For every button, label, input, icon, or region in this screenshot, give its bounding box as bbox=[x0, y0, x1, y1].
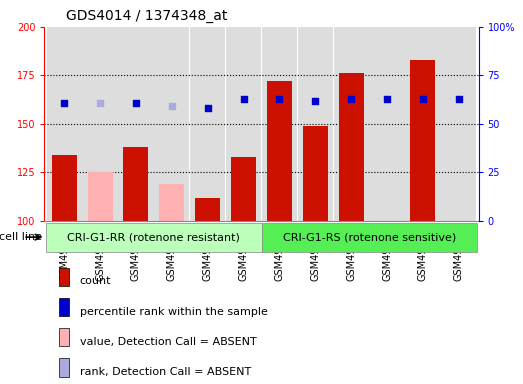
Bar bbox=[59, 358, 70, 377]
Bar bbox=[226, 27, 261, 221]
Bar bbox=[334, 27, 369, 221]
Bar bbox=[123, 147, 149, 221]
Point bbox=[347, 96, 355, 102]
Bar bbox=[303, 126, 328, 221]
Point bbox=[60, 99, 69, 106]
Bar bbox=[262, 27, 297, 221]
Bar bbox=[267, 81, 292, 221]
Bar bbox=[298, 27, 333, 221]
Bar bbox=[52, 155, 77, 221]
Bar bbox=[160, 184, 185, 221]
Bar bbox=[441, 27, 476, 221]
Point bbox=[240, 96, 248, 102]
Bar bbox=[87, 172, 112, 221]
Text: percentile rank within the sample: percentile rank within the sample bbox=[79, 307, 268, 317]
Bar bbox=[411, 60, 436, 221]
Bar bbox=[46, 223, 262, 252]
Bar bbox=[59, 298, 70, 316]
Bar bbox=[231, 157, 256, 221]
Bar bbox=[154, 27, 189, 221]
Bar bbox=[369, 27, 405, 221]
Bar bbox=[338, 73, 363, 221]
Bar bbox=[190, 27, 225, 221]
Text: cell line: cell line bbox=[0, 232, 42, 242]
Bar bbox=[118, 27, 154, 221]
Bar bbox=[405, 27, 440, 221]
Point bbox=[168, 103, 176, 109]
Bar bbox=[47, 27, 82, 221]
Text: count: count bbox=[79, 276, 111, 286]
Text: value, Detection Call = ABSENT: value, Detection Call = ABSENT bbox=[79, 337, 256, 347]
Text: rank, Detection Call = ABSENT: rank, Detection Call = ABSENT bbox=[79, 367, 251, 377]
Point bbox=[275, 96, 283, 102]
Bar bbox=[59, 328, 70, 346]
Bar bbox=[262, 223, 477, 252]
Point bbox=[419, 96, 427, 102]
Point bbox=[96, 99, 104, 106]
Text: CRI-G1-RR (rotenone resistant): CRI-G1-RR (rotenone resistant) bbox=[67, 232, 240, 242]
Text: CRI-G1-RS (rotenone sensitive): CRI-G1-RS (rotenone sensitive) bbox=[282, 232, 456, 242]
Bar bbox=[59, 268, 70, 286]
Bar bbox=[83, 27, 118, 221]
Text: GDS4014 / 1374348_at: GDS4014 / 1374348_at bbox=[66, 9, 228, 23]
Point bbox=[383, 96, 391, 102]
Point bbox=[203, 105, 212, 111]
Point bbox=[132, 99, 140, 106]
Point bbox=[454, 96, 463, 102]
Point bbox=[311, 98, 320, 104]
Bar bbox=[195, 197, 220, 221]
